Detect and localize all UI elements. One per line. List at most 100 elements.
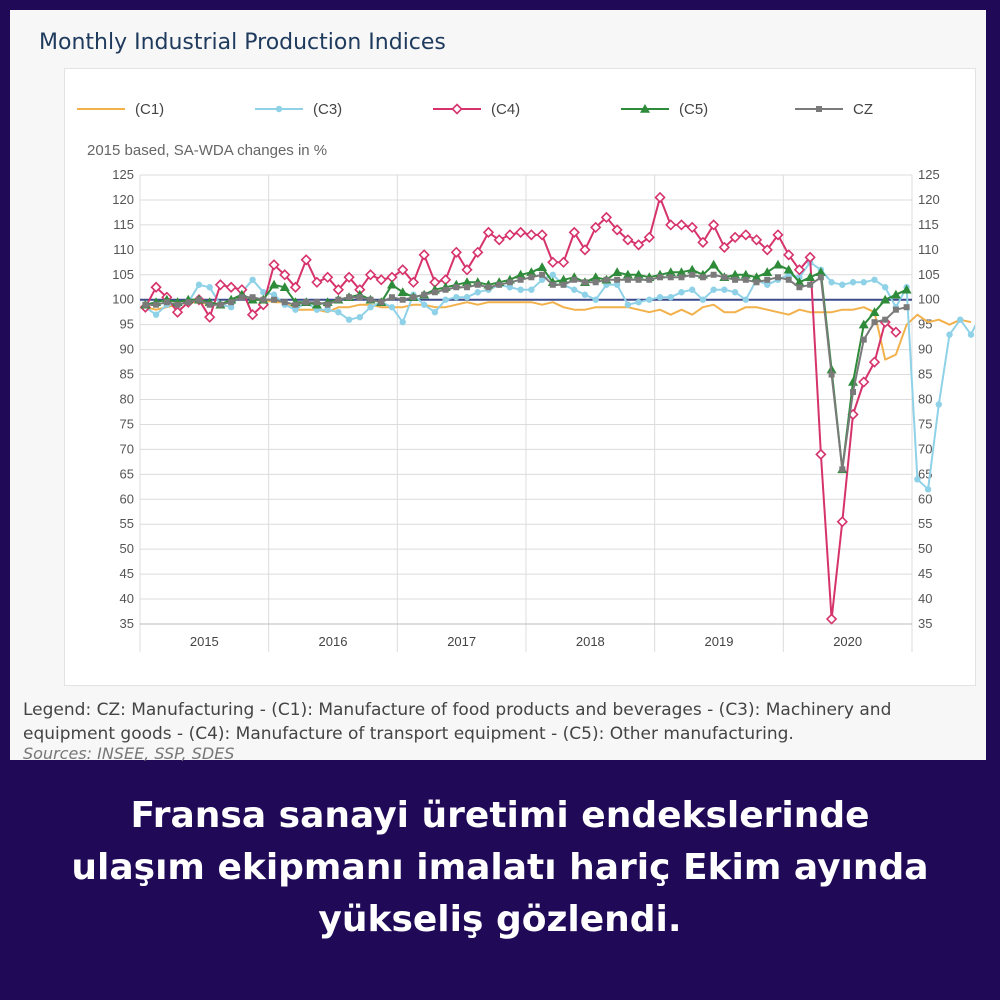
data-point-c4	[890, 326, 902, 338]
data-point-c3	[635, 299, 642, 306]
data-point-cz	[871, 319, 878, 326]
x-year-label: 2015	[190, 634, 219, 649]
data-point-c3	[967, 331, 975, 338]
y-tick-label-right: 110	[918, 242, 939, 257]
data-point-cz	[313, 299, 320, 306]
caption: Fransa sanayi üretimi endekslerinde ulaş…	[0, 790, 1000, 946]
data-point-cz	[153, 301, 160, 308]
y-tick-label-left: 90	[120, 342, 134, 357]
data-point-c3	[324, 306, 331, 313]
caption-line-2: ulaşım ekipmanı imalatı hariç Ekim ayınd…	[71, 847, 929, 888]
y-tick-label-left: 125	[112, 167, 134, 182]
data-point-cz	[142, 301, 149, 308]
data-point-cz	[271, 296, 278, 303]
series-line-c3	[144, 261, 983, 491]
data-point-c4	[332, 284, 344, 296]
data-point-c4	[322, 271, 334, 283]
data-point-cz	[882, 316, 889, 323]
data-point-c5	[869, 307, 880, 316]
data-point-cz	[892, 306, 899, 313]
legend-label-c1: (C1)	[135, 101, 164, 118]
data-point-cz	[699, 274, 706, 281]
data-point-c4	[750, 234, 763, 246]
data-point-c3	[571, 286, 578, 293]
y-tick-label-right: 40	[918, 591, 932, 606]
data-point-cz	[614, 276, 621, 283]
legend-label-c3: (C3)	[313, 101, 342, 118]
data-point-c4	[590, 221, 602, 234]
data-point-cz	[367, 296, 374, 303]
data-point-cz	[206, 301, 213, 308]
data-point-c4	[150, 281, 162, 293]
data-point-cz	[399, 296, 406, 303]
y-tick-label-left: 100	[112, 292, 134, 307]
y-tick-label-left: 45	[120, 566, 134, 581]
data-point-cz	[785, 276, 792, 283]
y-tick-label-right: 60	[918, 491, 932, 506]
data-point-c4	[697, 236, 709, 248]
data-point-cz	[303, 299, 310, 306]
chart-title: Monthly Industrial Production Indices	[39, 30, 446, 55]
y-tick-label-right: 75	[918, 416, 932, 431]
data-point-c3	[442, 296, 449, 303]
data-point-c5	[783, 264, 794, 274]
y-tick-label-right: 45	[918, 566, 932, 581]
y-tick-label-right: 55	[918, 516, 932, 531]
data-point-cz	[464, 284, 471, 291]
data-point-c5	[397, 287, 408, 296]
data-point-cz	[238, 294, 245, 301]
y-tick-label-left: 50	[120, 541, 134, 556]
data-point-cz	[249, 294, 256, 301]
data-point-c5	[730, 269, 741, 279]
x-year-label: 2018	[576, 634, 605, 649]
legend-marker-c3	[275, 105, 283, 113]
y-tick-label-right: 35	[918, 616, 932, 631]
data-point-c3	[860, 279, 867, 286]
data-point-c3	[839, 281, 846, 288]
data-point-c4	[858, 376, 870, 388]
data-point-cz	[764, 276, 771, 283]
data-point-cz	[195, 296, 202, 303]
y-tick-label-left: 110	[113, 242, 134, 257]
data-point-c4	[772, 229, 784, 241]
data-point-c4	[418, 249, 430, 261]
data-point-c5	[633, 269, 644, 279]
data-point-c3	[206, 284, 213, 291]
data-point-c5	[665, 267, 676, 277]
data-point-c5	[815, 267, 826, 277]
data-point-c3	[592, 296, 599, 303]
data-point-c4	[793, 264, 806, 276]
y-unit-label: 2015 based, SA-WDA changes in %	[87, 142, 327, 159]
y-tick-label-left: 40	[120, 591, 134, 606]
y-tick-label-left: 80	[120, 392, 134, 407]
data-point-c3	[710, 286, 717, 293]
y-tick-label-right: 100	[918, 292, 940, 307]
data-point-c3	[528, 286, 535, 293]
data-point-cz	[335, 296, 342, 303]
data-point-cz	[742, 276, 749, 283]
data-point-cz	[603, 276, 610, 283]
data-point-cz	[667, 274, 674, 281]
data-point-c4	[407, 276, 420, 288]
data-point-c4	[311, 276, 323, 288]
data-point-c4	[268, 259, 280, 271]
data-point-cz	[774, 274, 781, 281]
data-point-cz	[689, 271, 696, 278]
data-point-c4	[171, 306, 184, 318]
y-tick-label-right: 125	[918, 167, 940, 182]
data-point-c5	[740, 269, 751, 279]
data-point-c3	[731, 289, 739, 296]
data-point-c4	[204, 311, 216, 323]
y-tick-label-right: 115	[918, 217, 939, 232]
data-point-c4	[632, 239, 645, 251]
data-point-c5	[526, 267, 537, 277]
data-point-cz	[421, 291, 428, 298]
data-point-c3	[924, 486, 932, 493]
legend-note: Legend: CZ: Manufacturing - (C1): Manufa…	[23, 700, 892, 744]
legend-marker-c5	[640, 104, 650, 113]
data-point-cz	[260, 296, 267, 303]
data-point-c4	[643, 231, 655, 243]
data-point-c4	[450, 246, 462, 258]
x-year-label: 2017	[447, 634, 476, 649]
data-point-cz	[721, 274, 728, 281]
